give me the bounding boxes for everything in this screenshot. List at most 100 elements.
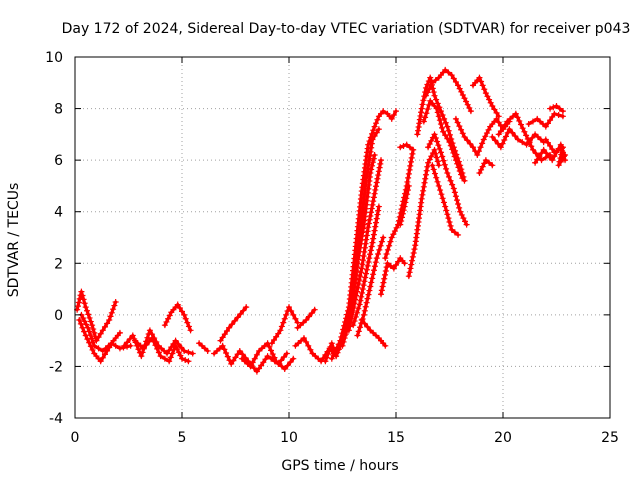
data-point-marker (185, 349, 192, 356)
data-point-marker (260, 359, 267, 366)
data-point-marker (370, 231, 377, 238)
data-point-marker (369, 239, 376, 246)
data-point-marker (409, 150, 416, 157)
data-point-marker (459, 92, 466, 99)
data-point-marker (440, 128, 447, 135)
data-point-marker (106, 317, 113, 324)
data-point-marker (366, 153, 373, 160)
data-point-marker (275, 330, 282, 337)
data-point-marker (446, 219, 453, 226)
data-point-marker (358, 293, 365, 300)
data-point-marker (368, 166, 375, 173)
data-point-marker (425, 159, 432, 166)
data-point-marker (405, 182, 412, 189)
data-point-marker (283, 311, 290, 318)
data-point-marker (434, 158, 441, 165)
data-point-marker (84, 324, 91, 331)
data-point-marker (253, 351, 260, 358)
data-point-marker (240, 307, 247, 314)
data-point-marker (449, 146, 456, 153)
data-point-marker (383, 251, 390, 258)
data-point-marker (418, 195, 425, 202)
data-point-marker (135, 346, 142, 353)
data-point-marker (81, 300, 88, 307)
data-point-marker (352, 313, 359, 320)
data-point-marker (431, 92, 438, 99)
data-point-marker (445, 215, 452, 222)
data-point-marker (497, 144, 504, 151)
data-point-marker (108, 309, 115, 316)
data-point-marker (456, 123, 463, 130)
data-point-marker (182, 315, 189, 322)
data-point-marker (409, 253, 416, 260)
data-point-marker (380, 279, 387, 286)
data-point-marker (388, 234, 395, 241)
y-tick-label: -4 (49, 411, 63, 427)
data-point-marker (482, 133, 489, 140)
data-point-marker (362, 240, 369, 247)
data-point-marker (439, 124, 446, 131)
data-point-marker (435, 113, 442, 120)
y-tick-label: 10 (45, 50, 63, 66)
data-point-marker (353, 288, 360, 295)
data-point-marker (448, 226, 455, 233)
data-point-marker (382, 342, 389, 349)
x-tick-label: 25 (601, 430, 619, 446)
data-point-marker (517, 121, 524, 128)
data-point-marker (556, 105, 563, 112)
data-point-marker (373, 255, 380, 262)
data-point-marker (87, 318, 94, 325)
data-point-marker (355, 256, 362, 263)
data-point-marker (443, 165, 450, 172)
data-point-marker (182, 356, 189, 363)
data-point-marker (357, 324, 364, 331)
data-point-marker (406, 144, 413, 151)
data-point-marker (74, 303, 81, 310)
data-point-marker (455, 200, 462, 207)
data-point-marker (442, 203, 449, 210)
data-point-marker (431, 146, 438, 153)
data-point-marker (187, 327, 194, 334)
data-point-marker (264, 353, 271, 360)
data-point-marker (388, 115, 395, 122)
data-point-marker (363, 299, 370, 306)
data-point-marker (427, 83, 434, 90)
x-axis-label: GPS time / hours (281, 458, 398, 474)
data-point-marker (386, 242, 393, 249)
data-point-marker (492, 137, 499, 144)
data-point-marker (361, 320, 368, 327)
data-point-marker (323, 354, 330, 361)
data-point-marker (446, 139, 453, 146)
data-point-marker (429, 162, 436, 169)
data-point-marker (484, 93, 491, 100)
data-point-marker (459, 130, 466, 137)
data-point-marker (256, 365, 263, 372)
data-point-marker (185, 358, 192, 365)
data-point-marker (359, 286, 366, 293)
data-point-marker (360, 311, 367, 318)
y-tick-label: 2 (54, 256, 63, 272)
data-point-marker (223, 350, 230, 357)
data-point-marker (538, 157, 545, 164)
data-point-marker (116, 329, 123, 336)
data-point-marker (408, 154, 415, 161)
data-point-marker (368, 205, 375, 212)
data-point-marker (363, 270, 370, 277)
y-tick-labels: -4 -2 0 2 4 6 8 10 (45, 50, 63, 427)
data-point-marker (391, 228, 398, 235)
data-point-marker (411, 246, 418, 253)
data-point-marker (372, 259, 379, 266)
data-point-marker (367, 148, 374, 155)
data-point-marker (179, 355, 185, 362)
data-point-marker (532, 159, 539, 166)
data-point-marker (360, 282, 367, 289)
data-point-marker (475, 148, 482, 155)
data-point-marker (358, 317, 365, 324)
data-point-marker (407, 162, 414, 169)
data-point-marker (406, 269, 413, 276)
data-point-marker (83, 307, 90, 314)
data-point-marker (559, 108, 566, 115)
data-point-marker (366, 255, 373, 262)
data-point-marker (442, 66, 449, 73)
data-point-marker (367, 213, 374, 220)
